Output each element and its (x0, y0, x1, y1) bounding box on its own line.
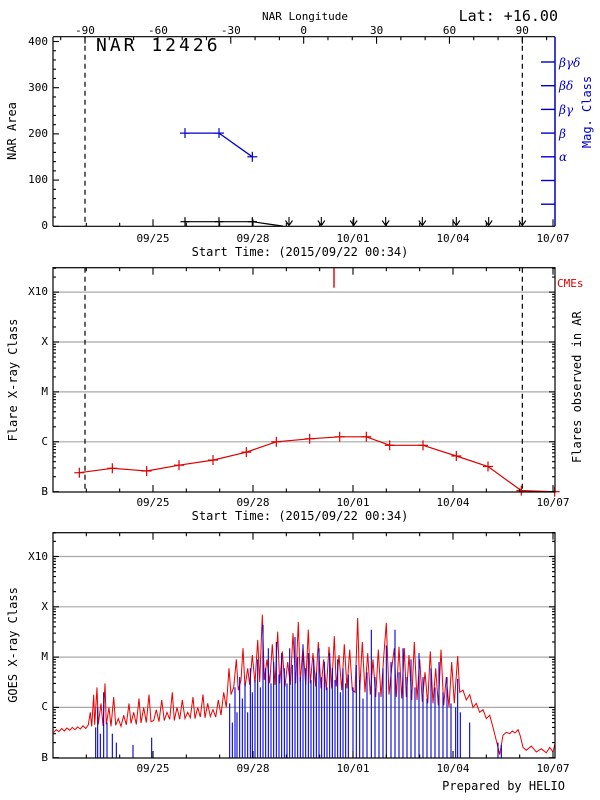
x-tick-label: 10/07 (536, 232, 570, 245)
panel3-y-axis-label: GOES X-ray Class (6, 587, 20, 703)
x-tick-label: 10/01 (336, 232, 370, 245)
panel2-y-axis-label: Flare X-ray Class (6, 318, 20, 442)
y-tick-label: 200 (28, 127, 48, 140)
x-tick-label: 10/07 (536, 762, 570, 775)
y-tick-label: C (41, 700, 48, 713)
mag-class-axis-label: Mag. Class (580, 75, 594, 149)
y-tick-label: 0 (41, 219, 48, 232)
latitude-label: Lat: +16.00 (458, 7, 558, 25)
y-tick-label: C (41, 435, 48, 448)
longitude-tick-label: 60 (442, 24, 457, 37)
mag-class-tick-label: α (559, 150, 568, 165)
x-tick-label: 09/25 (136, 762, 170, 775)
y-tick-label: X10 (28, 285, 48, 298)
x-tick-label: 09/25 (136, 232, 170, 245)
y-tick-label: B (41, 485, 48, 498)
y-tick-label: M (41, 385, 48, 398)
mag-class-tick-label: βγδ (559, 55, 581, 70)
y-tick-label: X (41, 335, 48, 348)
x-tick-label: 09/28 (236, 762, 270, 775)
mag-class-tick-label: β (559, 126, 566, 141)
longitude-tick-label: -90 (75, 24, 95, 37)
cmes-label: CMEs (557, 277, 584, 290)
longitude-tick-label: -60 (147, 24, 168, 37)
y-tick-label: 100 (28, 173, 48, 186)
start-time-label: Start Time: (2015/09/22 00:34) (191, 509, 409, 523)
goes-flux-series (53, 614, 556, 755)
y-tick-label: 400 (28, 35, 48, 48)
nar-area-series (185, 221, 284, 227)
mag-class-tick-label: βδ (559, 79, 574, 94)
x-tick-label: 10/07 (536, 496, 570, 509)
panel-goes-flux (52, 532, 556, 759)
flare-class-series (79, 436, 555, 493)
x-tick-label: 09/25 (136, 496, 170, 509)
y-tick-label: M (41, 650, 48, 663)
x-tick-label: 10/01 (336, 496, 370, 509)
panel-flares (52, 267, 560, 497)
region-title: NAR 12426 (96, 35, 221, 56)
prepared-by-label: Prepared by HELIO (442, 779, 565, 793)
x-tick-label: 10/01 (336, 762, 370, 775)
start-time-label: Start Time: (2015/09/22 00:34) (191, 245, 409, 259)
longitude-axis-title: NAR Longitude (261, 10, 349, 23)
y-tick-label: 300 (28, 81, 48, 94)
y-tick-label: B (41, 751, 48, 764)
x-tick-label: 09/28 (236, 232, 270, 245)
x-tick-label: 10/04 (436, 762, 470, 775)
longitude-tick-label: 90 (515, 24, 529, 37)
x-tick-label: 10/04 (436, 496, 470, 509)
flare-event-bars (95, 624, 502, 758)
panel1-y-axis-label: NAR Area (5, 102, 19, 160)
longitude-tick-label: -30 (220, 24, 241, 37)
longitude-tick-label: 30 (369, 24, 384, 37)
y-tick-label: X (41, 600, 48, 613)
flares-observed-label: Flares observed in AR (570, 311, 584, 463)
y-tick-label: X10 (28, 550, 48, 563)
mag-class-tick-label: βγ (559, 102, 574, 117)
panel-nar-area (52, 36, 556, 227)
x-tick-label: 09/28 (236, 496, 270, 509)
x-tick-label: 10/04 (436, 232, 470, 245)
longitude-tick-label: 0 (300, 24, 307, 37)
